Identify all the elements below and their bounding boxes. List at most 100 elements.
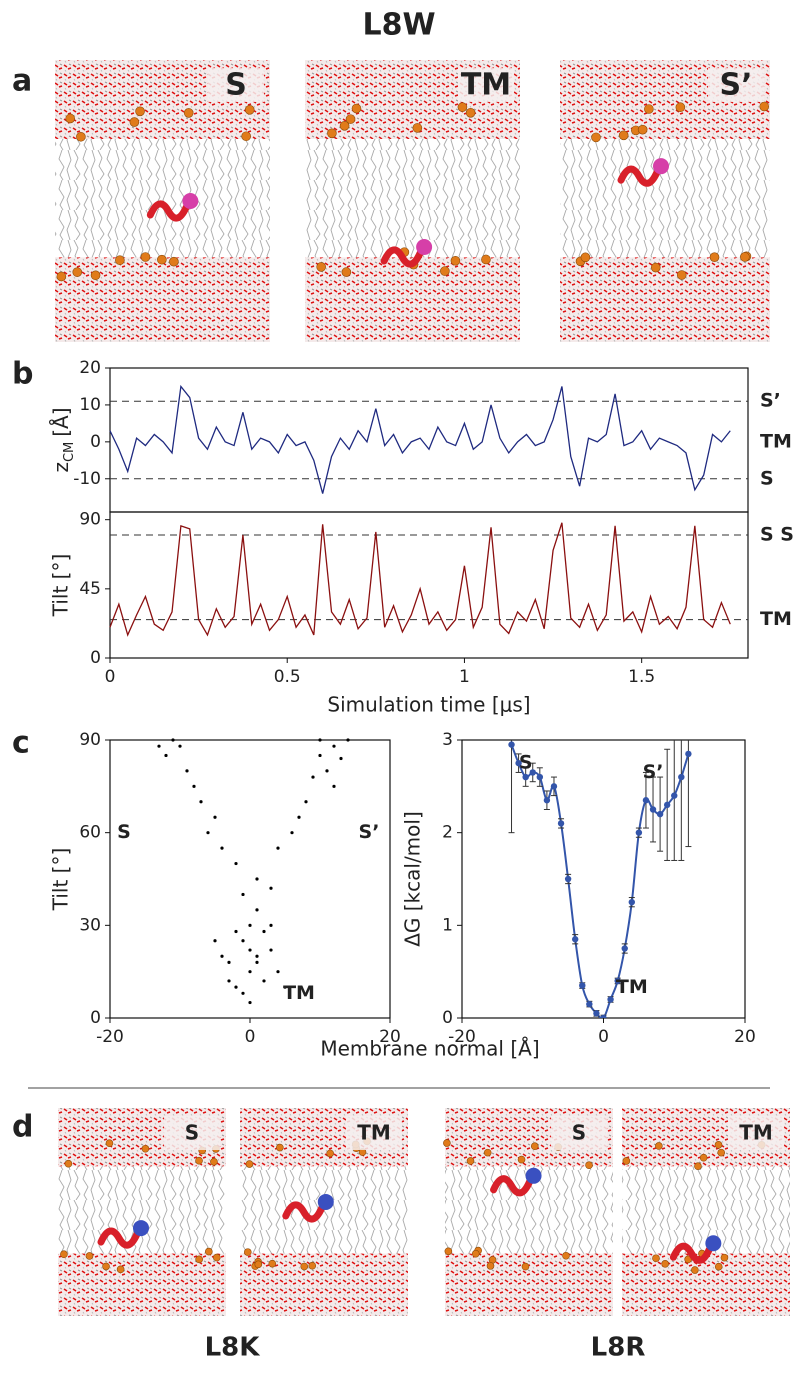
side-chain: [416, 239, 433, 256]
state-label-bg: [346, 1116, 402, 1150]
phosphate: [661, 1260, 669, 1268]
phosphate: [443, 1139, 451, 1147]
phosphate: [241, 131, 251, 142]
scatter-point: [318, 753, 322, 758]
scatter-point: [255, 877, 259, 881]
scatter-point: [290, 831, 294, 835]
phosphate: [655, 1142, 663, 1150]
scatter-point: [185, 769, 189, 773]
phosphate: [316, 262, 326, 272]
state-annotation: S: [519, 752, 533, 774]
scatter-point: [276, 970, 280, 974]
scatter-point: [276, 846, 280, 850]
state-label-bg: [458, 68, 514, 102]
state-label-bg: [208, 68, 264, 102]
scatter-point: [157, 744, 161, 748]
phosphate: [141, 1144, 150, 1153]
scatter-point: [248, 948, 252, 952]
state-label-bg: [728, 1116, 784, 1150]
data-point: [557, 820, 565, 827]
data-point: [685, 750, 692, 758]
phosphate: [341, 267, 352, 277]
membrane-snapshot: S: [58, 1108, 226, 1316]
x-tick-label: 0: [105, 667, 116, 687]
x-tick-label: -20: [96, 1027, 124, 1047]
peptide-helix: [146, 200, 190, 222]
plot-frame: [461, 739, 746, 1019]
scatter-point: [178, 744, 182, 748]
scatter-point: [234, 985, 238, 989]
scatter-point: [269, 886, 273, 890]
y-tick-label: -10: [73, 469, 101, 489]
state-label: TM: [461, 68, 511, 103]
panel-letter: b: [12, 357, 33, 392]
phosphate: [466, 1157, 475, 1165]
scatter-point: [213, 939, 217, 943]
phosphate: [157, 254, 167, 265]
plot-frame: [109, 511, 749, 659]
phosphate: [709, 252, 720, 262]
data-point: [649, 806, 657, 813]
scatter-point: [332, 784, 336, 788]
scatter-point: [304, 800, 308, 804]
state-label-bg: [708, 68, 764, 102]
x-tick-label: 1: [459, 667, 470, 687]
data-point: [529, 769, 536, 776]
phosphate: [759, 101, 770, 112]
side-chain: [525, 1167, 542, 1184]
phosphate: [471, 1249, 480, 1258]
state-annotation: TM: [616, 976, 648, 998]
data-point: [572, 936, 579, 943]
state-label: TM: [739, 1121, 773, 1145]
scatter-point: [269, 923, 273, 927]
y-axis-label-sub: CM: [62, 442, 77, 462]
phosphate: [300, 1262, 309, 1271]
state-annotation: S: [117, 821, 131, 843]
y-axis-label: Tilt [°]: [49, 848, 73, 912]
y-tick-label: 0: [442, 1008, 453, 1028]
state-label: S’: [719, 68, 752, 103]
phosphate: [56, 271, 67, 282]
scatter-point: [255, 960, 259, 965]
scatter-point: [318, 738, 322, 742]
data-point: [607, 996, 614, 1003]
y-axis-label: zCM [Å]: [49, 407, 78, 472]
membrane-snapshot: S’: [560, 60, 770, 342]
x-tick-label: 20: [379, 1027, 401, 1047]
water-layer: [445, 1253, 613, 1316]
x-axis-label: Simulation time [μs]: [327, 693, 530, 717]
phosphate: [60, 1250, 68, 1259]
phosphate: [591, 132, 601, 143]
scatter-point: [297, 815, 301, 819]
phosphate: [210, 1157, 218, 1166]
scatter-point: [241, 892, 245, 897]
y-tick-label: 0: [90, 1008, 101, 1028]
y-axis-label: Tilt [°]: [49, 554, 73, 618]
water-layer: [55, 257, 270, 342]
y-tick-label: 3: [442, 730, 453, 750]
phosphate: [637, 124, 648, 135]
scatter-point: [248, 923, 252, 927]
scatter-point: [234, 861, 238, 866]
data-point: [536, 773, 544, 781]
scatter-point: [332, 744, 336, 748]
y-tick-label: 20: [79, 358, 101, 378]
state-annotation: TM: [283, 982, 315, 1004]
phosphate: [483, 1148, 492, 1157]
state-annotation: S’: [643, 761, 664, 783]
phosphate: [622, 1157, 631, 1165]
scatter-point: [325, 769, 329, 773]
x-tick-label: -20: [448, 1027, 476, 1047]
scatter-point: [248, 1000, 252, 1005]
phosphate: [675, 102, 686, 113]
y-tick-label: 45: [79, 579, 101, 599]
side-chain: [132, 1220, 149, 1237]
phosphate: [691, 1266, 699, 1274]
side-chain: [182, 192, 199, 209]
phosphate: [676, 270, 687, 280]
data-point: [621, 945, 628, 952]
phosphate: [102, 1262, 110, 1271]
phosphate: [714, 1262, 723, 1271]
side-chain: [317, 1193, 334, 1210]
